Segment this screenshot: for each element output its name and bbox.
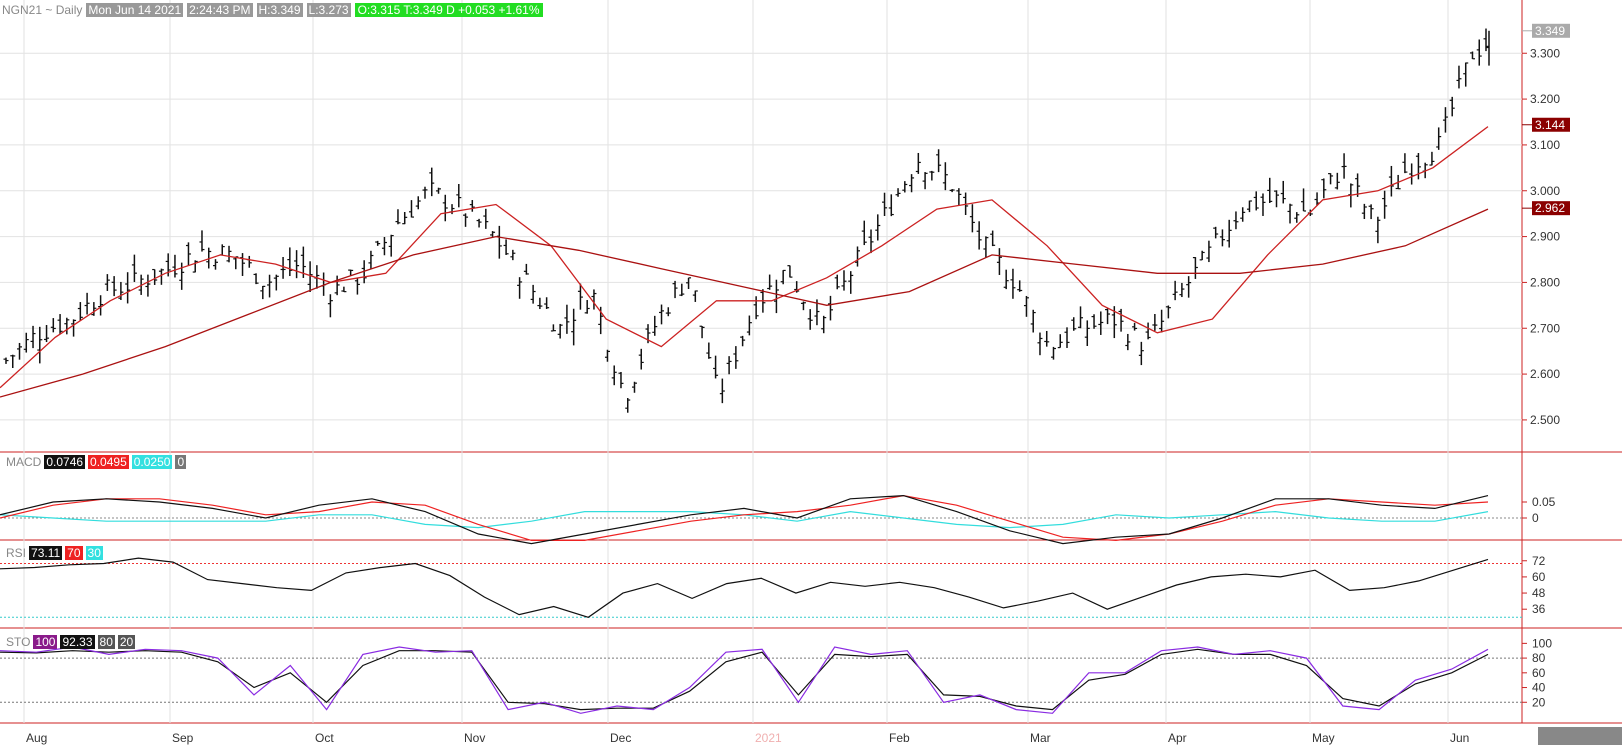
macd-hist-line <box>0 510 1489 529</box>
sto-d-line <box>0 648 1489 711</box>
macd-tick-label: 0.05 <box>1532 495 1556 509</box>
price-tick-label: 3.000 <box>1530 184 1560 198</box>
price-tick-label: 2.800 <box>1530 275 1560 289</box>
sto-tick-label: 20 <box>1532 695 1546 709</box>
macd-signal-line <box>0 494 1489 542</box>
chart-header: NGN21 ~ Daily Mon Jun 14 2021 2:24:43 PM… <box>2 2 547 17</box>
macd-zero-value: 0 <box>175 455 187 469</box>
price-tick-label: 3.100 <box>1530 138 1560 152</box>
macd-signal-value: 0.0495 <box>88 455 129 469</box>
price-marker-label: 3.144 <box>1535 118 1565 132</box>
month-label: Sep <box>172 731 194 745</box>
price-marker-box <box>1532 23 1570 38</box>
sto-tick-label: 60 <box>1532 666 1546 680</box>
sto-lower-value: 20 <box>117 635 136 649</box>
month-label: May <box>1312 731 1335 745</box>
price-tick-label: 2.700 <box>1530 321 1560 335</box>
rsi-value: 73.11 <box>29 546 63 560</box>
month-label: Aug <box>26 731 47 745</box>
rsi-oversold-value: 30 <box>85 546 103 560</box>
low-box: L:3.273 <box>306 2 351 17</box>
rsi-tick-label: 60 <box>1532 570 1546 584</box>
macd-hist-value: 0.0250 <box>131 455 173 469</box>
sto-title: STO <box>6 635 31 649</box>
price-tick-label: 2.500 <box>1530 413 1560 427</box>
quote-box: O:3.315 T:3.349 D +0.053 +1.61% <box>354 2 543 17</box>
time-box: 2:24:43 PM <box>187 2 253 17</box>
macd-tick-label: 0 <box>1532 511 1539 525</box>
sto-tick-label: 80 <box>1532 651 1546 665</box>
sto-upper-value: 80 <box>97 635 115 649</box>
month-label: 2021 <box>755 731 782 745</box>
sto-k-line <box>0 646 1489 714</box>
sto-legend: STO 100 92.33 80 20 <box>6 635 138 649</box>
rsi-overbought-value: 70 <box>65 546 83 560</box>
sto-k-value: 100 <box>33 635 58 649</box>
macd-value: 0.0746 <box>44 455 86 469</box>
high-box: H:3.349 <box>256 2 303 17</box>
price-tick-label: 3.300 <box>1530 46 1560 60</box>
sto-tick-label: 100 <box>1532 636 1552 650</box>
month-label: Dec <box>610 731 631 745</box>
price-tick-label: 2.600 <box>1530 367 1560 381</box>
rsi-tick-label: 72 <box>1532 554 1546 568</box>
price-tick-label: 3.200 <box>1530 92 1560 106</box>
symbol-label: NGN21 ~ Daily <box>2 2 83 17</box>
macd-title: MACD <box>6 455 42 469</box>
rsi-line <box>0 557 1489 618</box>
month-label: Nov <box>464 731 485 745</box>
ma-short-line <box>0 126 1489 389</box>
price-tick-label: 2.900 <box>1530 230 1560 244</box>
price-marker-label: 3.349 <box>1535 24 1565 38</box>
sto-tick-label: 40 <box>1532 681 1546 695</box>
scroll-thumb <box>1538 727 1622 745</box>
month-label: Jun <box>1450 731 1469 745</box>
ma-long-line <box>0 208 1489 398</box>
rsi-legend: RSI 73.11 70 30 <box>6 546 106 560</box>
macd-line <box>0 494 1489 545</box>
price-marker-box <box>1532 117 1570 132</box>
month-label: Oct <box>315 731 334 745</box>
price-marker-box <box>1532 201 1570 216</box>
month-label: Apr <box>1168 731 1187 745</box>
price-marker-label: 2.962 <box>1535 201 1565 215</box>
date-box: Mon Jun 14 2021 <box>86 2 184 17</box>
rsi-tick-label: 36 <box>1532 602 1546 616</box>
rsi-title: RSI <box>6 546 27 560</box>
month-label: Mar <box>1030 731 1051 745</box>
macd-legend: MACD 0.0746 0.0495 0.0250 0 <box>6 455 189 469</box>
sto-d-value: 92.33 <box>60 635 95 649</box>
rsi-tick-label: 48 <box>1532 586 1546 600</box>
month-label: Feb <box>889 731 910 745</box>
